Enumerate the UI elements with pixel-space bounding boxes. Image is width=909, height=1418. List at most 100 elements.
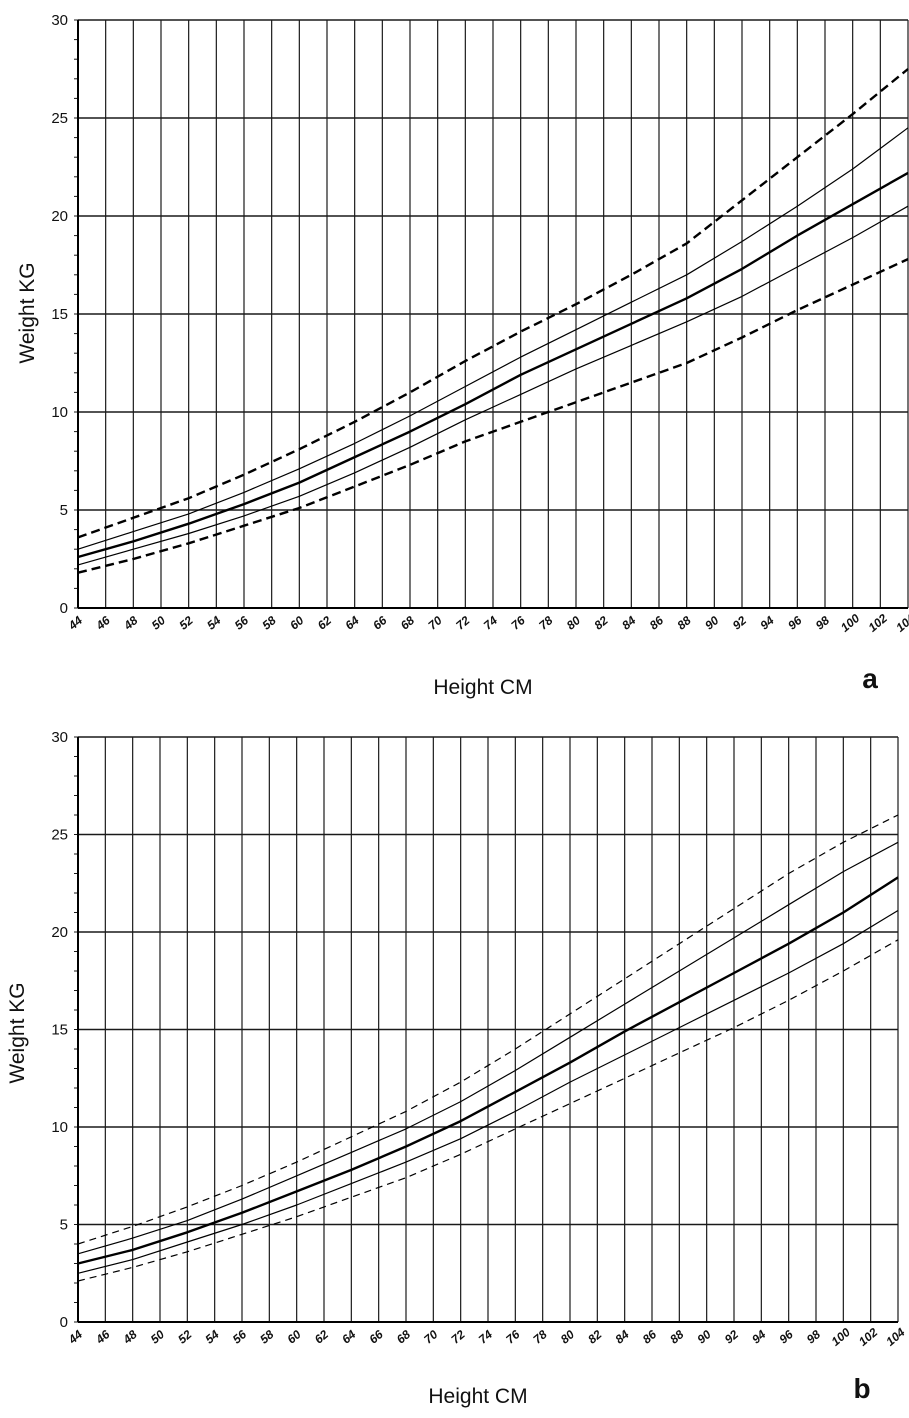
x-tick-label: 64 bbox=[342, 613, 361, 633]
x-tick-label: 86 bbox=[647, 613, 666, 633]
x-axis-title: Height CM bbox=[433, 676, 532, 699]
x-tick-label: 66 bbox=[366, 1327, 385, 1347]
x-tick-label: 46 bbox=[93, 613, 113, 633]
x-tick-label: 54 bbox=[204, 613, 223, 633]
x-tick-label: 48 bbox=[120, 613, 140, 633]
solid-curve-4 bbox=[77, 909, 899, 1274]
dashed-curve-1 bbox=[77, 68, 909, 539]
solid-curve-3 bbox=[77, 876, 899, 1265]
x-tick-label: 60 bbox=[284, 1327, 303, 1347]
growth-chart-a: 0 5 10 15 20 25 30 44 46 48 50 52 54 56 58 60 62 64 66 68 70… bbox=[16, 12, 909, 699]
x-tick-label: 60 bbox=[287, 613, 306, 633]
y-tick-label: 10 bbox=[51, 1119, 68, 1136]
x-tick-label: 58 bbox=[257, 1327, 276, 1347]
x-tick-label: 76 bbox=[503, 1327, 522, 1347]
y-axis-title: Weight KG bbox=[6, 982, 29, 1083]
x-tick-label: 44 bbox=[65, 613, 85, 633]
y-tick-label: 0 bbox=[60, 1314, 68, 1331]
x-tick-label: 72 bbox=[448, 1327, 467, 1347]
y-tick-label: 20 bbox=[51, 924, 68, 941]
dashed-curve-1 bbox=[77, 814, 899, 1245]
x-tick-label: 62 bbox=[312, 1327, 331, 1347]
y-tick-label: 5 bbox=[60, 1217, 68, 1234]
x-tick-label: 70 bbox=[421, 1327, 440, 1347]
x-tick-label: 66 bbox=[370, 613, 389, 633]
x-tick-label: 102 bbox=[856, 1325, 881, 1349]
chart-a-svg: 0 5 10 15 20 25 30 44 46 48 50 52 54 56 58 60 62 64 66 68 70… bbox=[16, 12, 909, 699]
grid bbox=[74, 19, 909, 609]
x-tick-label: 74 bbox=[476, 1327, 495, 1347]
y-tick-label: 30 bbox=[51, 12, 68, 29]
x-tick-label: 92 bbox=[722, 1327, 741, 1347]
grid bbox=[74, 736, 899, 1323]
solid-curve-3 bbox=[77, 171, 909, 559]
x-tick-label: 84 bbox=[612, 1327, 631, 1347]
x-tick-label: 92 bbox=[730, 613, 749, 633]
y-tick-label: 20 bbox=[51, 208, 68, 225]
x-tick-label: 72 bbox=[453, 613, 472, 633]
dashed-curve-5 bbox=[77, 258, 909, 574]
x-tick-label: 50 bbox=[148, 1327, 167, 1347]
x-tick-label: 98 bbox=[813, 613, 832, 633]
x-tick-label: 70 bbox=[425, 613, 444, 633]
x-tick-label: 52 bbox=[175, 1327, 194, 1347]
x-tick-label: 56 bbox=[230, 1327, 249, 1347]
x-tick-label: 76 bbox=[508, 613, 527, 633]
percentile-curves bbox=[77, 814, 899, 1282]
y-tick-label: 5 bbox=[60, 502, 68, 519]
y-tick-label: 10 bbox=[51, 404, 68, 421]
x-axis-title: Height CM bbox=[428, 1385, 527, 1408]
x-tick-label: 58 bbox=[259, 613, 278, 633]
chart-b-svg: 0 5 10 15 20 25 30 44 46 48 50 52 54 56 58 60 62 64 66 68 70… bbox=[6, 729, 908, 1408]
x-tick-label: 56 bbox=[232, 613, 251, 633]
x-tick-label: 54 bbox=[202, 1327, 221, 1347]
dashed-curve-5 bbox=[77, 939, 899, 1282]
x-tick-label: 100 bbox=[838, 611, 863, 635]
y-tick-label: 0 bbox=[60, 600, 68, 617]
x-tick-label: 104 bbox=[883, 1325, 908, 1349]
x-tick-label: 80 bbox=[558, 1327, 577, 1347]
x-tick-label: 78 bbox=[536, 613, 555, 633]
y-tick-label: 15 bbox=[51, 1022, 68, 1039]
x-tick-label: 74 bbox=[481, 613, 500, 633]
x-tick-label: 78 bbox=[530, 1327, 549, 1347]
panel-label: b bbox=[853, 1373, 870, 1404]
percentile-curves bbox=[77, 68, 909, 574]
x-tick-label: 68 bbox=[398, 613, 417, 633]
solid-curve-4 bbox=[77, 205, 909, 566]
x-tick-label: 98 bbox=[804, 1327, 823, 1347]
x-tick-label: 94 bbox=[757, 613, 776, 633]
x-tick-label: 96 bbox=[785, 613, 804, 633]
x-tick-label: 64 bbox=[339, 1327, 358, 1347]
x-tick-label: 82 bbox=[585, 1327, 604, 1347]
x-tick-label: 96 bbox=[776, 1327, 795, 1347]
x-tick-label: 68 bbox=[394, 1327, 413, 1347]
x-tick-label: 102 bbox=[866, 611, 891, 635]
x-tick-label: 88 bbox=[674, 613, 693, 633]
panel-label: a bbox=[862, 663, 878, 694]
x-tick-label: 82 bbox=[591, 613, 610, 633]
y-axis-title: Weight KG bbox=[16, 262, 39, 363]
solid-curve-2 bbox=[77, 127, 909, 550]
x-tick-label: 94 bbox=[749, 1327, 768, 1347]
y-tick-label: 30 bbox=[51, 729, 68, 746]
y-tick-label: 25 bbox=[51, 827, 68, 844]
y-tick-label: 15 bbox=[51, 306, 68, 323]
x-tick-label: 48 bbox=[120, 1327, 140, 1347]
x-tick-label: 50 bbox=[149, 613, 168, 633]
x-tick-label: 80 bbox=[564, 613, 583, 633]
growth-chart-b: 0 5 10 15 20 25 30 44 46 48 50 52 54 56 58 60 62 64 66 68 70… bbox=[0, 715, 909, 1418]
y-tick-label: 25 bbox=[51, 110, 68, 127]
x-tick-label: 90 bbox=[694, 1327, 713, 1347]
x-tick-label: 86 bbox=[640, 1327, 659, 1347]
solid-curve-2 bbox=[77, 841, 899, 1255]
x-tick-label: 84 bbox=[619, 613, 638, 633]
x-tick-label: 62 bbox=[315, 613, 334, 633]
x-tick-label: 52 bbox=[176, 613, 195, 633]
x-tick-label: 104 bbox=[893, 611, 909, 635]
x-tick-label: 90 bbox=[702, 613, 721, 633]
x-tick-label: 44 bbox=[65, 1327, 85, 1347]
x-tick-label: 100 bbox=[829, 1325, 854, 1349]
x-tick-label: 88 bbox=[667, 1327, 686, 1347]
x-tick-label: 46 bbox=[92, 1327, 112, 1347]
